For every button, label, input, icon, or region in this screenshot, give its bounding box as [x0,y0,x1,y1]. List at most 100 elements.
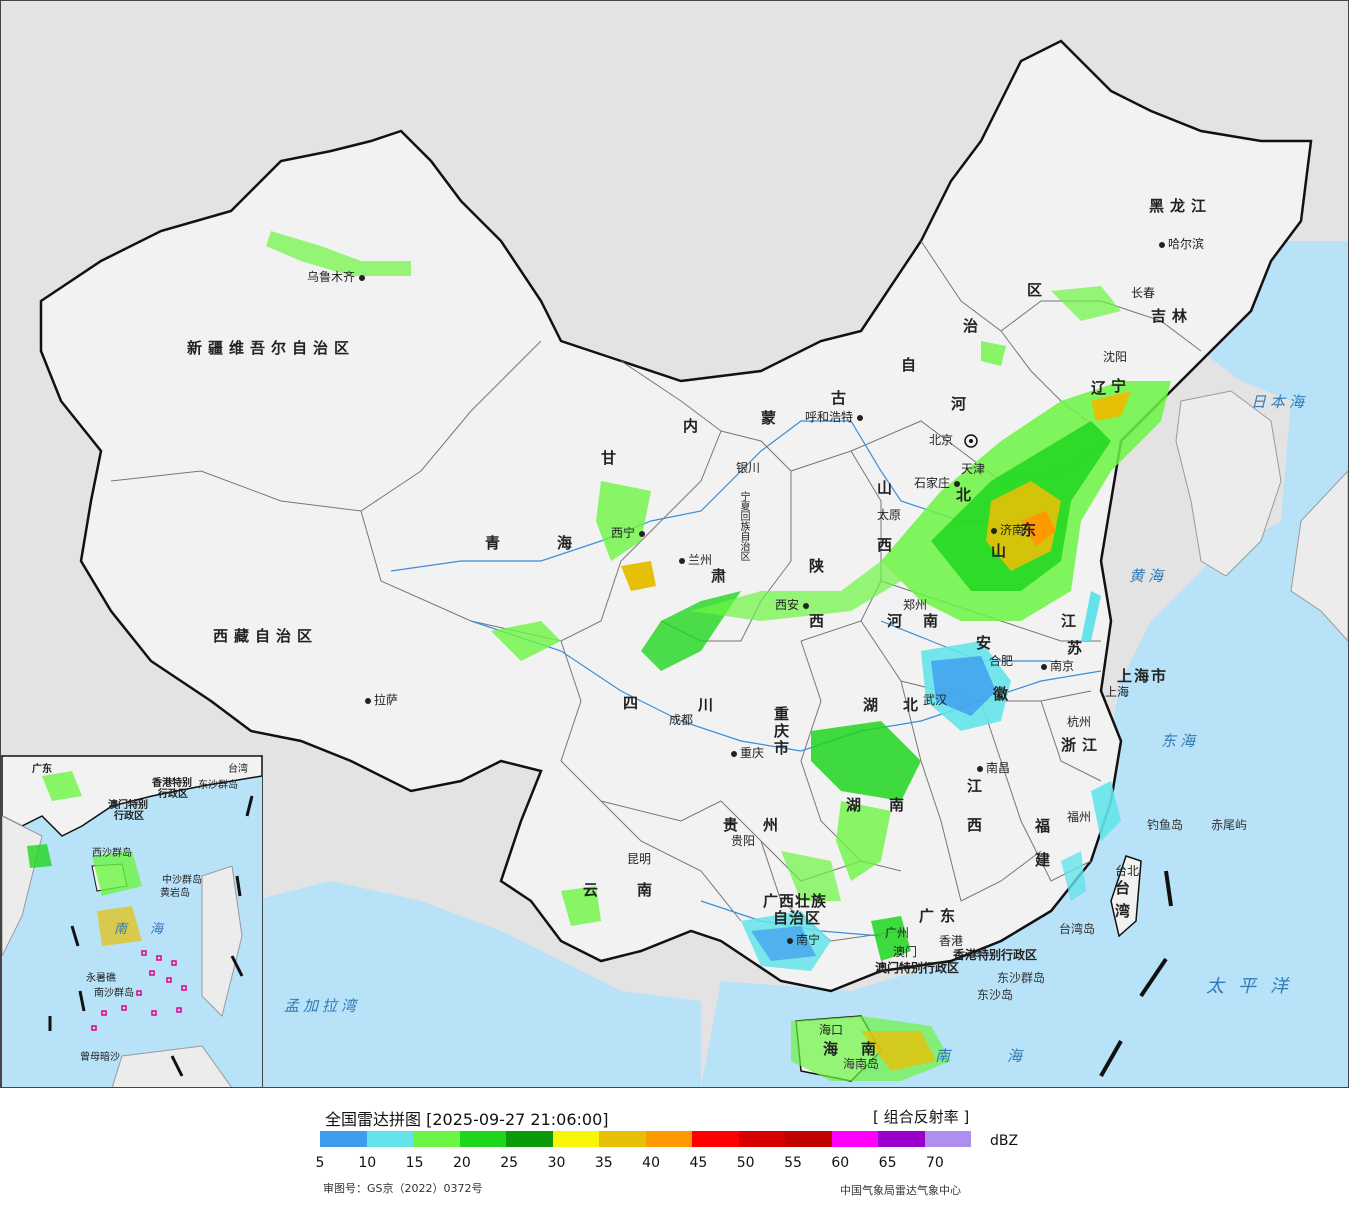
scale-tick-label: 30 [547,1155,566,1171]
japan-land [1290,470,1348,642]
inset-label-macau: 澳门特别 [108,800,148,811]
inset-echoes [27,771,142,946]
scale-swatch [599,1131,646,1147]
sea-japan: 日本海 [1251,393,1309,411]
label-hebei-1: 河 [951,395,973,413]
radar-echoes [266,231,1171,1081]
label-guangxi-1: 广西壮族 [763,892,828,910]
label-henan-1: 河 [887,612,909,630]
island-diaoyu: 钓鱼岛 [1147,818,1184,832]
city-nanchang: 南昌 [977,762,1010,774]
city-macau: 澳门 [893,945,918,959]
inset-label-dongsha: 东沙群岛 [198,780,238,791]
scale-swatch [878,1131,925,1147]
label-hunan-1: 湖 [846,796,868,814]
label-heilongjiang: 黑龙江 [1149,197,1213,215]
label-yunnan-2: 南 [637,881,659,899]
label-ningxia: 宁夏回族自治区 [738,491,749,561]
label-macau-sar: 澳门特别行政区 [875,961,960,975]
inset-label-sea-1: 南 [114,922,134,937]
city-hohhot: 呼和浩特 [805,411,866,423]
label-hongkong-sar: 香港特别行政区 [953,948,1038,962]
scale-tick-label: 10 [358,1155,377,1171]
label-jiangxi-1: 江 [967,777,989,795]
taiwan-land [1110,855,1142,938]
inset-label-macau2: 行政区 [114,811,144,822]
city-jinan: 济南 [991,524,1024,536]
city-chongqing: 重庆 [731,747,764,759]
city-shenyang: 沈阳 [1103,350,1128,364]
scale-swatch [645,1131,692,1147]
label-hainan-2: 南 [861,1040,883,1058]
city-shanghai: 上海 [1105,685,1130,699]
label-anhui-1: 安 [976,634,998,652]
city-hangzhou: 杭州 [1067,715,1092,729]
label-neimenggu-4: 自 [901,356,923,374]
label-neimenggu-1: 内 [683,417,705,435]
label-anhui-2: 徽 [993,685,1015,703]
sea-east: 东海 [1161,732,1200,750]
inset-dashes [48,795,254,1077]
label-yunnan-1: 云 [583,881,605,899]
scale-tick-label: 35 [594,1155,613,1171]
label-shaanxi-1: 陕 [809,557,831,575]
city-hongkong: 香港 [939,934,964,948]
inset-label-huangyan: 黄岩岛 [160,888,190,899]
city-guangzhou: 广州 [885,926,910,940]
label-zhejiang: 浙江 [1061,736,1104,754]
city-tianjin: 天津 [961,462,986,476]
label-shandong-1: 山 [991,542,1013,560]
label-neimenggu-5: 治 [963,317,985,335]
scale-tick-label: 25 [500,1155,519,1171]
scale-swatch [506,1131,553,1147]
island-taiwan: 台湾岛 [1059,922,1096,936]
scale-tick-label: 20 [452,1155,471,1171]
scale-swatch [831,1131,878,1147]
south-china-sea-inset: 广东 台湾 香港特别 行政区 澳门特别 行政区 东沙群岛 西沙群岛 中沙群岛 黄… [1,755,263,1087]
label-chongqing-region: 重庆市 [772,706,790,757]
label-hubei-1: 湖 [863,696,885,714]
scale-tick-label: 40 [642,1155,661,1171]
city-guiyang: 贵阳 [731,834,756,848]
label-neimenggu-6: 区 [1027,281,1049,299]
label-jiangsu-2: 苏 [1067,639,1089,657]
scale-swatch [366,1131,413,1147]
scale-tick-label: 50 [736,1155,755,1171]
scale-swatch [692,1131,739,1147]
scale-tick-label: 45 [689,1155,708,1171]
scale-swatch [924,1131,971,1147]
inset-label-guangdong: 广东 [32,764,52,775]
label-henan-2: 南 [923,612,945,630]
scale-tick-label: 5 [315,1155,325,1171]
boundary-dashes [1099,870,1173,1077]
city-chengdu: 成都 [669,713,694,727]
city-zhengzhou: 郑州 [903,598,928,612]
label-liaoning-1: 辽 [1091,379,1113,397]
city-taibei: 台北 [1115,864,1140,878]
inset-label-hk: 香港特别 [152,778,192,789]
scale-tick-label: 15 [405,1155,424,1171]
sea-bengal: 孟加拉湾 [284,997,361,1015]
inset-nansha-dots [91,950,187,1031]
label-hainan-1: 海 [823,1040,845,1058]
korea-land [1175,390,1282,577]
city-nanjing: 南京 [1041,660,1074,672]
inset-label-yongshu: 永暑礁 [86,973,116,984]
legend-title: 全国雷达拼图 [2025-09-27 21:06:00] [325,1110,609,1129]
sea-south-2: 海 [1007,1047,1027,1065]
ocean [701,241,1348,1087]
label-taiwan-2: 湾 [1115,902,1131,920]
legend-unit: dBZ [990,1133,1019,1149]
sea-pacific: 太平洋 [1206,976,1302,997]
scale-ticks: 5 10 15 20 25 30 35 40 45 50 55 60 65 70 [316,1155,960,1171]
inset-borneo [111,1045,232,1087]
scale-swatch [738,1131,785,1147]
label-hunan-2: 南 [889,796,911,814]
city-lhasa: 拉萨 [365,694,398,706]
label-sichuan-1: 四 [623,694,645,712]
city-wuhan: 武汉 [923,693,948,707]
label-guangdong: 广东 [919,907,962,925]
label-jiangsu-1: 江 [1061,612,1083,630]
scale-swatch [552,1131,599,1147]
label-gansu-1: 甘 [601,449,623,467]
